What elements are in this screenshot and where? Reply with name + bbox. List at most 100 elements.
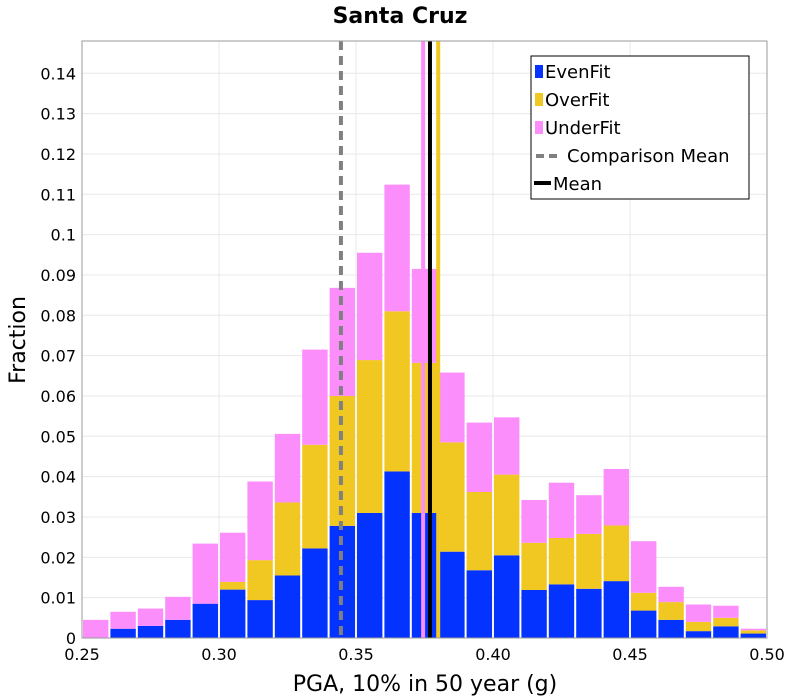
bar-overfit [494, 474, 520, 556]
y-tick-label: 0.13 [40, 105, 76, 124]
bar-evenfit [192, 603, 218, 638]
bar-underfit [247, 481, 273, 561]
bar-overfit [384, 311, 410, 472]
x-tick-label: 0.25 [64, 645, 100, 664]
legend-swatch-evenfit [535, 65, 543, 78]
bar-underfit [521, 500, 547, 543]
legend-swatch-overfit [535, 93, 543, 106]
y-tick-label: 0.11 [40, 185, 76, 204]
bar-underfit [576, 495, 602, 534]
bar-overfit [357, 360, 383, 513]
bar-overfit [576, 533, 602, 589]
bar-underfit [83, 619, 109, 638]
bar-evenfit [110, 628, 136, 638]
y-tick-label: 0.14 [40, 64, 76, 83]
legend: EvenFit OverFit UnderFit Comparison Mean… [530, 55, 750, 200]
bar-underfit [192, 543, 218, 604]
bar-evenfit [576, 588, 602, 638]
bar-layer [83, 184, 766, 638]
bar-underfit [220, 532, 246, 582]
bar-evenfit [384, 471, 410, 638]
y-tick-label: 0.07 [40, 347, 76, 366]
bar-evenfit [494, 555, 520, 638]
bar-underfit [357, 252, 383, 361]
bar-underfit [302, 349, 328, 445]
legend-box [530, 55, 750, 200]
y-tick-label: 0.04 [40, 468, 76, 487]
bar-overfit [631, 592, 657, 611]
y-tick-label: 0.09 [40, 266, 76, 285]
bar-evenfit [713, 626, 739, 638]
bar-overfit [521, 542, 547, 590]
legend-label-evenfit: EvenFit [545, 62, 611, 83]
x-axis-title: PGA, 10% in 50 year (g) [293, 672, 557, 697]
bar-underfit [466, 422, 492, 492]
x-tick-label: 0.40 [475, 645, 511, 664]
bar-overfit [740, 630, 766, 634]
bar-underfit [713, 605, 739, 618]
bar-underfit [548, 482, 575, 538]
x-tick-labels: 0.25 0.30 0.35 0.40 0.45 0.50 [64, 645, 785, 664]
bar-evenfit [247, 600, 273, 638]
bar-overfit [466, 491, 492, 571]
y-tick-label: 0.05 [40, 427, 76, 446]
bar-evenfit [685, 631, 712, 638]
mean-lines-layer [338, 41, 441, 638]
plot-frame [81, 40, 768, 639]
y-tick-label: 0.03 [40, 508, 76, 527]
bar-overfit [713, 617, 739, 627]
bar-overfit [603, 525, 629, 582]
bar-underfit [685, 604, 712, 622]
x-tick-label: 0.35 [338, 645, 374, 664]
bar-underfit [274, 433, 301, 503]
chart-title: Santa Cruz [333, 4, 468, 29]
bar-underfit [384, 184, 410, 312]
bar-underfit [631, 541, 657, 593]
x-tick-label: 0.50 [749, 645, 785, 664]
bar-evenfit [466, 570, 492, 638]
y-tick-label: 0.1 [51, 226, 76, 245]
bar-overfit [220, 581, 246, 590]
bar-overfit [548, 537, 575, 585]
bar-evenfit [740, 633, 766, 638]
bar-evenfit [439, 551, 465, 638]
bar-evenfit [274, 575, 301, 638]
bar-evenfit [302, 548, 328, 638]
bar-evenfit [165, 619, 191, 638]
bar-underfit [603, 468, 629, 526]
x-tick-label: 0.45 [612, 645, 648, 664]
y-tick-label: 0.01 [40, 589, 76, 608]
bar-overfit [247, 560, 273, 601]
y-tick-label: 0.08 [40, 306, 76, 325]
y-tick-label: 0.06 [40, 387, 76, 406]
bar-evenfit [658, 619, 684, 638]
legend-label-underfit: UnderFit [545, 118, 621, 139]
bar-underfit [165, 596, 191, 620]
y-axis-title: Fraction [6, 296, 31, 384]
y-tick-label: 0.02 [40, 548, 76, 567]
bar-evenfit [137, 625, 164, 638]
legend-swatch-underfit [535, 121, 543, 134]
legend-label-mean: Mean [553, 174, 602, 195]
bar-underfit [137, 608, 164, 626]
bar-evenfit [603, 581, 629, 638]
bar-evenfit [357, 512, 383, 638]
y-tick-label: 0.12 [40, 145, 76, 164]
bar-evenfit [220, 589, 246, 638]
y-tick-label: 0 [66, 629, 76, 648]
bar-overfit [685, 621, 712, 632]
bar-underfit [110, 611, 136, 629]
y-tick-labels: 0 0.01 0.02 0.03 0.04 0.05 0.06 0.07 0.08 0.09 0.1… [40, 64, 76, 648]
bar-underfit [658, 586, 684, 603]
bar-overfit [439, 442, 465, 552]
legend-label-overfit: OverFit [545, 90, 609, 111]
bar-overfit [658, 602, 684, 620]
bar-underfit [439, 372, 465, 443]
x-tick-label: 0.30 [201, 645, 237, 664]
bar-overfit [274, 502, 301, 576]
bar-evenfit [631, 610, 657, 638]
legend-label-comparison-mean: Comparison Mean [567, 146, 730, 167]
bar-overfit [302, 444, 328, 549]
